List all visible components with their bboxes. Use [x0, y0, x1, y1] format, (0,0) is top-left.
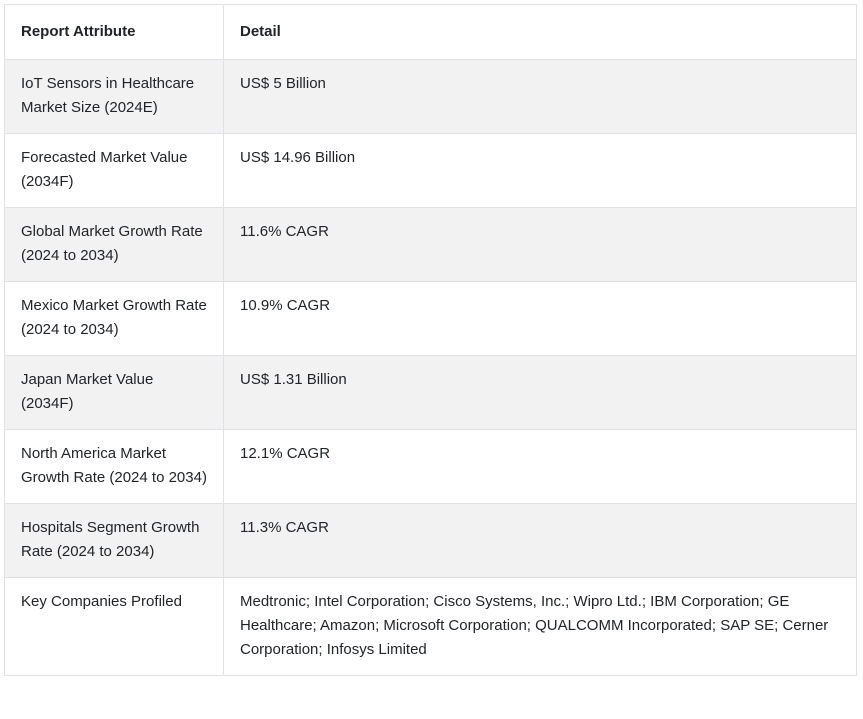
report-summary-table: Report Attribute Detail IoT Sensors in H… — [4, 4, 857, 676]
row-attribute: Forecasted Market Value (2034F) — [4, 133, 224, 208]
column-header-detail: Detail — [223, 4, 857, 60]
row-detail: US$ 5 Billion — [223, 59, 857, 134]
row-detail: 12.1% CAGR — [223, 429, 857, 504]
table-row-north-america-growth-rate: North America Market Growth Rate (2024 t… — [4, 429, 857, 504]
row-detail: US$ 1.31 Billion — [223, 355, 857, 430]
row-attribute: Key Companies Profiled — [4, 577, 224, 676]
row-attribute: IoT Sensors in Healthcare Market Size (2… — [4, 59, 224, 134]
table-row-global-growth-rate: Global Market Growth Rate (2024 to 2034)… — [4, 207, 857, 282]
row-attribute: Mexico Market Growth Rate (2024 to 2034) — [4, 281, 224, 356]
row-detail: 11.6% CAGR — [223, 207, 857, 282]
table-row-key-companies: Key Companies Profiled Medtronic; Intel … — [4, 577, 857, 676]
report-summary-wrapper: Report Attribute Detail IoT Sensors in H… — [4, 4, 857, 676]
table-row-hospitals-segment-growth-rate: Hospitals Segment Growth Rate (2024 to 2… — [4, 503, 857, 578]
table-row-mexico-growth-rate: Mexico Market Growth Rate (2024 to 2034)… — [4, 281, 857, 356]
row-detail: 11.3% CAGR — [223, 503, 857, 578]
row-detail: US$ 14.96 Billion — [223, 133, 857, 208]
table-row-market-size: IoT Sensors in Healthcare Market Size (2… — [4, 59, 857, 134]
row-attribute: Hospitals Segment Growth Rate (2024 to 2… — [4, 503, 224, 578]
row-attribute: Global Market Growth Rate (2024 to 2034) — [4, 207, 224, 282]
column-header-report-attribute: Report Attribute — [4, 4, 224, 60]
row-detail: Medtronic; Intel Corporation; Cisco Syst… — [223, 577, 857, 676]
table-header-row: Report Attribute Detail — [4, 4, 857, 60]
row-detail: 10.9% CAGR — [223, 281, 857, 356]
row-attribute: Japan Market Value (2034F) — [4, 355, 224, 430]
table-row-forecasted-value: Forecasted Market Value (2034F) US$ 14.9… — [4, 133, 857, 208]
row-attribute: North America Market Growth Rate (2024 t… — [4, 429, 224, 504]
table-row-japan-market-value: Japan Market Value (2034F) US$ 1.31 Bill… — [4, 355, 857, 430]
